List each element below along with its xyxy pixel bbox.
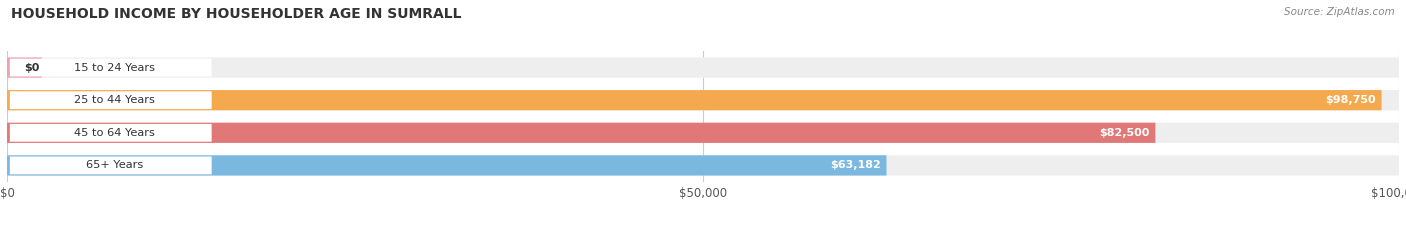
FancyBboxPatch shape [7, 58, 42, 78]
Text: Source: ZipAtlas.com: Source: ZipAtlas.com [1284, 7, 1395, 17]
Text: 15 to 24 Years: 15 to 24 Years [75, 63, 155, 72]
FancyBboxPatch shape [7, 155, 1399, 175]
FancyBboxPatch shape [7, 123, 1156, 143]
FancyBboxPatch shape [7, 58, 1399, 78]
Text: HOUSEHOLD INCOME BY HOUSEHOLDER AGE IN SUMRALL: HOUSEHOLD INCOME BY HOUSEHOLDER AGE IN S… [11, 7, 461, 21]
Text: 45 to 64 Years: 45 to 64 Years [75, 128, 155, 138]
Text: $82,500: $82,500 [1099, 128, 1150, 138]
Text: 25 to 44 Years: 25 to 44 Years [75, 95, 155, 105]
Text: $0: $0 [24, 63, 39, 72]
Text: 65+ Years: 65+ Years [86, 161, 143, 170]
FancyBboxPatch shape [7, 90, 1382, 110]
Text: $63,182: $63,182 [830, 161, 882, 170]
FancyBboxPatch shape [10, 157, 212, 174]
FancyBboxPatch shape [10, 91, 212, 109]
FancyBboxPatch shape [7, 90, 1399, 110]
FancyBboxPatch shape [7, 123, 1399, 143]
FancyBboxPatch shape [7, 155, 887, 175]
Text: $98,750: $98,750 [1326, 95, 1376, 105]
FancyBboxPatch shape [10, 124, 212, 142]
FancyBboxPatch shape [10, 59, 212, 76]
